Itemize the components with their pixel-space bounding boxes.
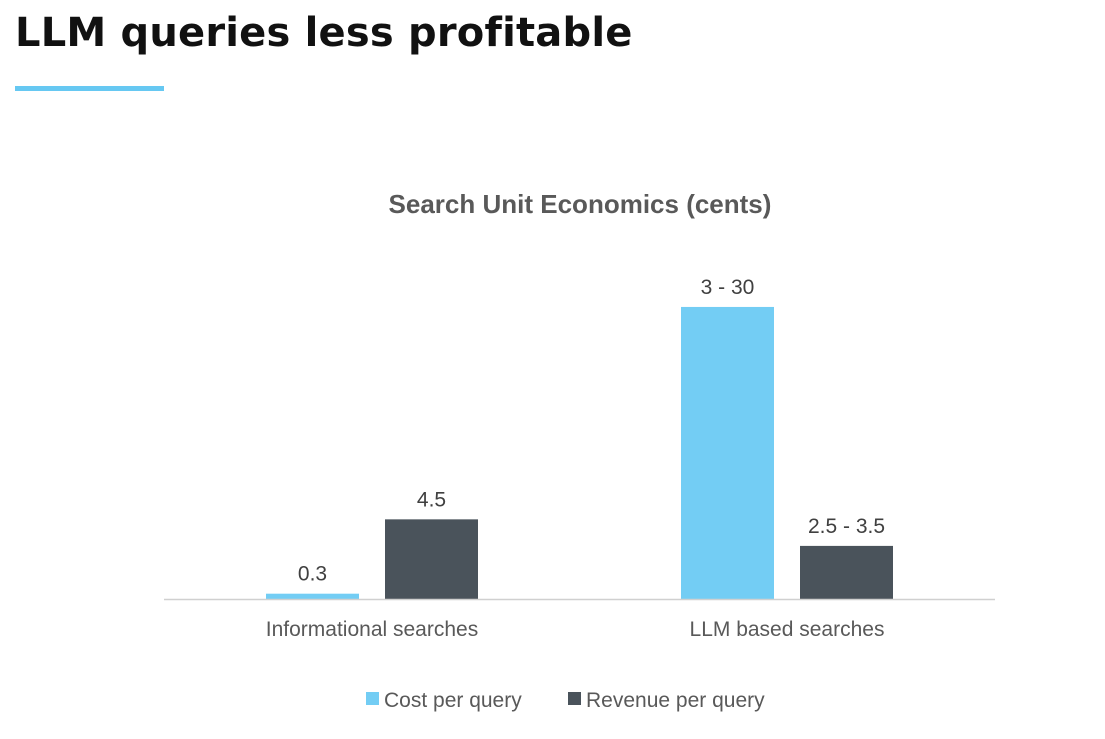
- legend-label-revenue-per-query: Revenue per query: [586, 689, 765, 712]
- bar-revenue-per-query-1: [800, 545, 893, 599]
- labels-layer: 0.3 4.5 Informational searches 3 - 30 2.5 - …: [266, 276, 885, 641]
- legend-swatch-cost-per-query: [366, 692, 379, 705]
- bar-cost-per-query-0: [266, 593, 359, 599]
- data-label-revenue-per-query-0: 4.5: [417, 488, 446, 511]
- bar-cost-per-query-1: [681, 306, 774, 599]
- title-underline: [15, 86, 164, 91]
- slide-title: LLM queries less profitable: [15, 10, 633, 56]
- x-tick-label-0: Informational searches: [266, 618, 478, 641]
- bar-revenue-per-query-0: [385, 519, 478, 599]
- legend-label-cost-per-query: Cost per query: [384, 689, 522, 712]
- legend: Cost per query Revenue per query: [366, 689, 765, 712]
- data-label-revenue-per-query-1: 2.5 - 3.5: [808, 515, 885, 538]
- data-label-cost-per-query-0: 0.3: [298, 563, 327, 586]
- x-tick-label-1: LLM based searches: [690, 618, 885, 641]
- bars-layer: [266, 306, 893, 599]
- chart-title: Search Unit Economics (cents): [389, 189, 772, 219]
- data-label-cost-per-query-1: 3 - 30: [701, 276, 755, 299]
- legend-swatch-revenue-per-query: [568, 692, 581, 705]
